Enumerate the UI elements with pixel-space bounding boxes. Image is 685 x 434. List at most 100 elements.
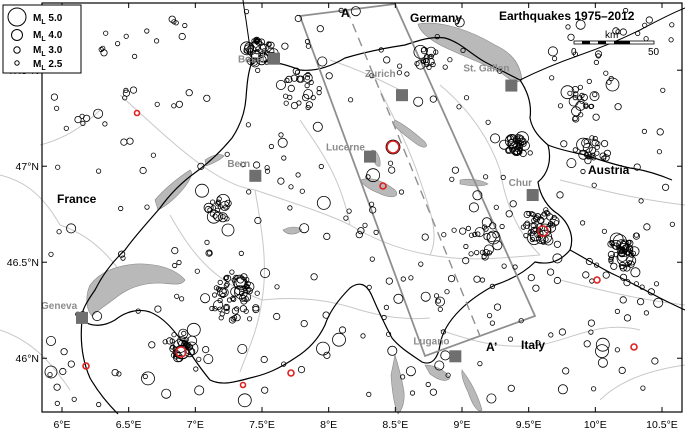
earthquake — [640, 385, 646, 391]
scale-unit: km — [605, 30, 618, 41]
earthquake — [489, 320, 495, 326]
y-tick-label: 47°N — [16, 161, 39, 173]
earthquake — [442, 64, 448, 70]
earthquake — [123, 87, 129, 94]
x-tick-label: 8°E — [320, 419, 337, 431]
earthquake — [184, 347, 195, 358]
earthquake — [526, 210, 532, 217]
earthquake — [148, 341, 156, 349]
legend-label-5: ML 5.0 — [33, 13, 63, 26]
earthquake — [463, 243, 469, 250]
earthquake — [243, 9, 250, 15]
earthquake — [612, 27, 620, 35]
earthquake — [602, 154, 610, 162]
earthquake — [420, 291, 431, 302]
earthquake — [400, 276, 406, 282]
x-tick-label: 7°E — [187, 419, 204, 431]
earthquake — [59, 367, 67, 376]
earthquake — [203, 94, 211, 102]
earthquake — [181, 330, 187, 336]
city-label: Basel — [238, 55, 265, 66]
earthquake — [633, 163, 641, 171]
earthquake — [418, 261, 424, 267]
earthquake — [316, 195, 331, 210]
earthquake — [421, 233, 429, 241]
earthquake — [500, 174, 506, 180]
earthquake — [586, 78, 592, 85]
earthquake — [489, 283, 495, 289]
earthquake — [290, 74, 298, 82]
scale-start: 0 — [571, 47, 577, 58]
earthquake — [257, 38, 265, 46]
profile-box — [298, 3, 537, 358]
earthquake — [669, 221, 676, 227]
earthquake — [317, 56, 328, 67]
earthquake — [196, 356, 202, 362]
earthquake — [120, 138, 128, 146]
earthquake — [223, 274, 230, 281]
earthquake — [572, 116, 578, 122]
earthquake — [178, 328, 189, 339]
earthquake — [477, 360, 483, 367]
earthquake — [481, 253, 487, 260]
earthquake — [204, 239, 210, 245]
earthquake — [630, 267, 641, 278]
earthquake — [530, 223, 536, 229]
earthquake — [281, 155, 287, 161]
earthquake — [515, 145, 521, 151]
earthquake — [580, 149, 586, 155]
earthquake — [197, 162, 205, 170]
earthquake — [434, 33, 440, 40]
earthquake — [92, 311, 103, 322]
earthquake — [249, 57, 260, 68]
earthquake — [303, 89, 314, 100]
city-marker — [505, 79, 518, 92]
earthquake — [553, 240, 562, 248]
earthquake — [174, 344, 190, 360]
earthquake — [288, 184, 294, 190]
earthquake — [635, 30, 641, 37]
earthquake — [224, 308, 230, 314]
earthquake — [166, 337, 174, 345]
x-tick-label: 9.5°E — [516, 419, 542, 431]
earthquake — [602, 271, 610, 279]
earthquake — [355, 231, 363, 239]
earthquake — [369, 206, 377, 214]
earthquake — [556, 191, 564, 199]
earthquake — [80, 120, 86, 127]
earthquake — [228, 316, 236, 324]
earthquake — [425, 381, 431, 388]
earthquake — [116, 371, 122, 377]
earthquake — [595, 53, 602, 59]
earthquake — [433, 49, 439, 55]
earthquake — [174, 293, 180, 299]
earthquake — [413, 96, 424, 107]
earthquake — [305, 104, 311, 111]
earthquake — [217, 279, 223, 285]
earthquake — [593, 262, 600, 268]
earthquake — [243, 296, 249, 302]
earthquake — [486, 230, 501, 245]
earthquake — [220, 214, 226, 220]
earthquake — [316, 90, 322, 96]
earthquake — [223, 305, 230, 311]
earthquake — [187, 335, 198, 346]
earthquake — [254, 48, 260, 55]
earthquake — [585, 154, 592, 160]
earthquake — [623, 314, 632, 322]
earthquake — [616, 239, 627, 250]
earthquake — [369, 73, 375, 79]
earthquake — [619, 273, 628, 281]
earthquake — [594, 150, 600, 156]
earthquake — [176, 259, 182, 266]
city-label: Chur — [509, 178, 532, 189]
earthquake — [441, 232, 447, 238]
earthquake — [486, 250, 493, 256]
scale-bar: km 0 50 — [571, 30, 660, 58]
earthquake — [237, 343, 248, 354]
lake-lucerne — [359, 178, 398, 198]
earthquake — [591, 139, 599, 147]
earthquake — [240, 162, 246, 168]
earthquake — [338, 326, 347, 334]
earthquake — [282, 93, 289, 99]
